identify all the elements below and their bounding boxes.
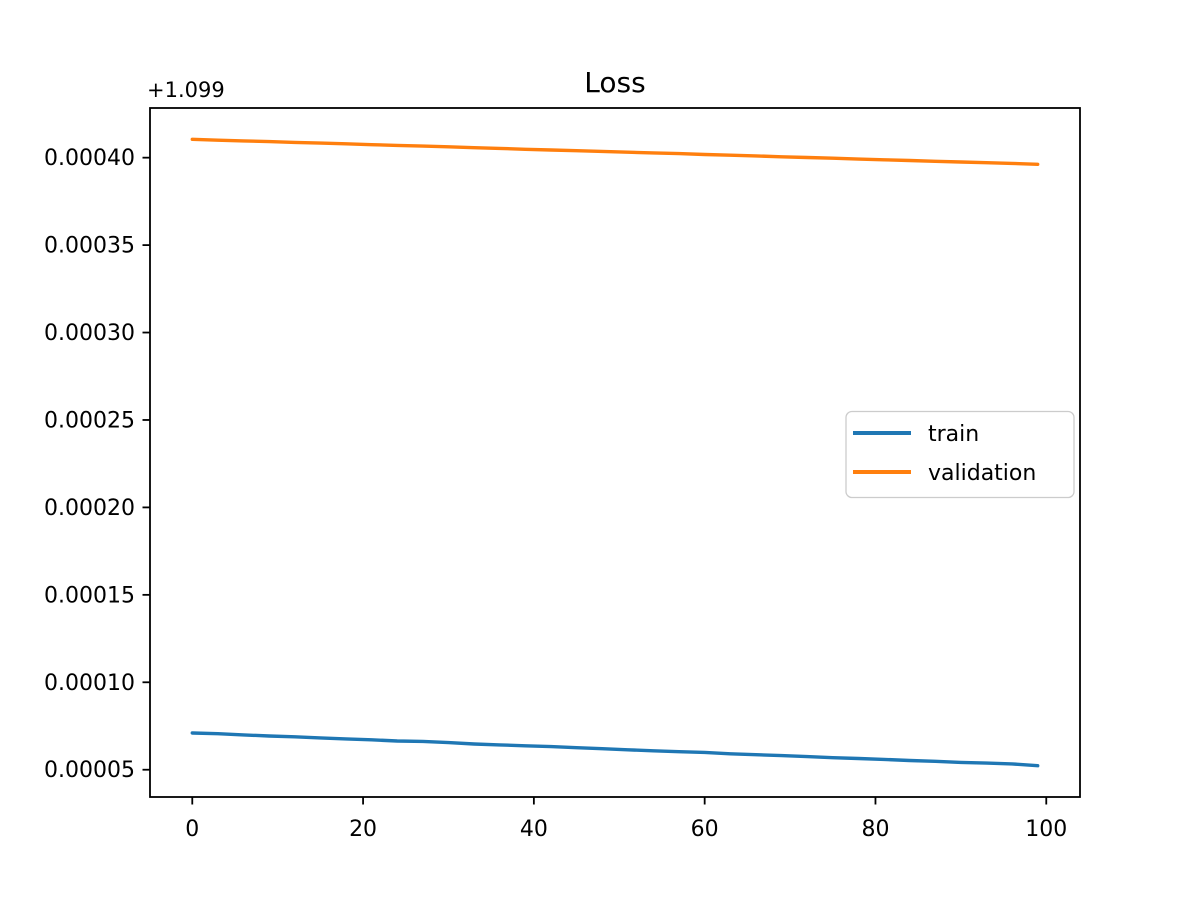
x-tick-label: 60 xyxy=(691,817,719,842)
y-axis-offset-label: +1.099 xyxy=(147,78,225,102)
plot-area: 0 20 40 60 80 100 0.00005 0.00010 0.00015 0.00020… xyxy=(44,107,1081,842)
legend: train validation xyxy=(845,410,1075,499)
y-tick-label: 0.00010 xyxy=(44,671,135,696)
x-tick-label: 100 xyxy=(1025,817,1067,842)
legend-label-train: train xyxy=(928,422,979,447)
x-tick-label: 20 xyxy=(349,817,377,842)
legend-label-validation: validation xyxy=(928,461,1036,486)
axes-spines xyxy=(149,107,1081,798)
y-tick-label: 0.00025 xyxy=(44,408,135,433)
y-tick-label: 0.00005 xyxy=(44,758,135,783)
x-tick-label: 0 xyxy=(185,817,199,842)
y-tick-label: 0.00040 xyxy=(44,146,135,171)
y-tick-label: 0.00035 xyxy=(44,234,135,259)
y-tick-label: 0.00020 xyxy=(44,496,135,521)
x-tick-label: 80 xyxy=(861,817,889,842)
chart-title: Loss xyxy=(584,66,645,99)
y-tick-label: 0.00030 xyxy=(44,321,135,346)
y-tick-label: 0.00015 xyxy=(44,583,135,608)
x-tick-label: 40 xyxy=(520,817,548,842)
series-line-train xyxy=(190,731,1040,768)
series-line-validation xyxy=(190,137,1040,167)
